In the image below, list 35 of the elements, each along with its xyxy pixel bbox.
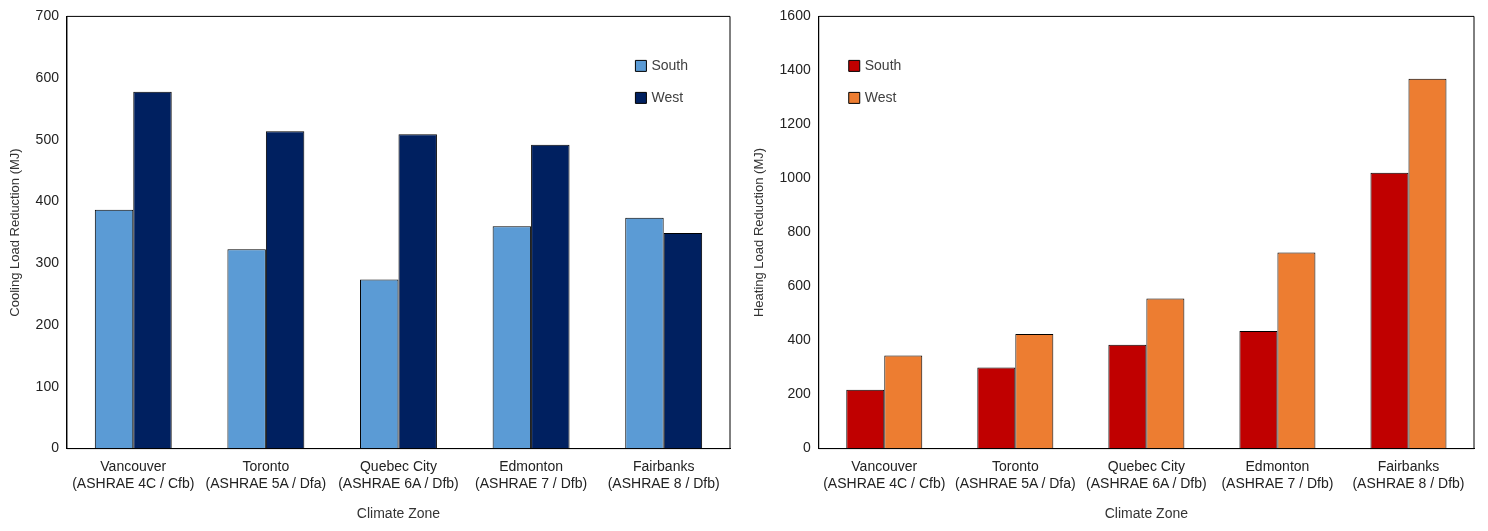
- y-axis-title: Cooling Load Reduction (MJ): [7, 148, 23, 317]
- y-tick-label: 300: [35, 254, 60, 271]
- x-tick-label: Quebec City (ASHRAE 6A / Dfb): [338, 457, 459, 491]
- y-tick-label: 400: [35, 192, 60, 209]
- x-tick-label: Toronto (ASHRAE 5A / Dfa): [205, 457, 327, 491]
- y-tick-label: 500: [35, 130, 60, 147]
- x-tick-label: Fairbanks (ASHRAE 8 / Dfb): [607, 457, 720, 491]
- x-tick-label: Vancouver (ASHRAE 4C / Cfb): [72, 457, 195, 491]
- y-tick-label: 600: [787, 277, 811, 294]
- legend-label: West: [864, 89, 897, 106]
- y-tick-label: 200: [35, 315, 60, 332]
- y-tick-label: 1000: [779, 169, 811, 186]
- y-tick-label: 600: [35, 69, 60, 85]
- legend-label: South: [651, 57, 689, 74]
- y-tick-label: 0: [802, 439, 811, 456]
- y-axis-title: Heating Load Reduction (MJ): [751, 147, 767, 318]
- x-tick-label: Edmonton (ASHRAE 7 / Dfb): [475, 457, 588, 491]
- y-tick-label: 1600: [779, 7, 811, 24]
- x-tick-label: Vancouver (ASHRAE 4C / Cfb): [823, 457, 946, 491]
- y-tick-label: 0: [51, 439, 60, 456]
- x-axis-title: Climate Zone: [1104, 505, 1189, 522]
- y-tick-label: 100: [35, 377, 60, 394]
- x-tick-label: Toronto (ASHRAE 5A / Dfa): [955, 457, 1076, 491]
- y-tick-label: 700: [35, 7, 60, 24]
- y-tick-label: 400: [787, 331, 811, 348]
- y-tick-label: 1400: [779, 61, 811, 78]
- x-tick-label: Edmonton (ASHRAE 7 / Dfb): [1221, 457, 1334, 491]
- x-axis-title: Climate Zone: [356, 505, 441, 522]
- y-tick-label: 800: [787, 223, 811, 240]
- y-tick-label: 200: [787, 385, 811, 402]
- y-tick-label: 1200: [779, 115, 811, 132]
- x-tick-label: Fairbanks (ASHRAE 8 / Dfb): [1352, 457, 1465, 491]
- legend-label: West: [651, 89, 684, 106]
- x-tick-label: Quebec City (ASHRAE 6A / Dfb): [1086, 457, 1207, 491]
- legend-label: South: [864, 57, 902, 74]
